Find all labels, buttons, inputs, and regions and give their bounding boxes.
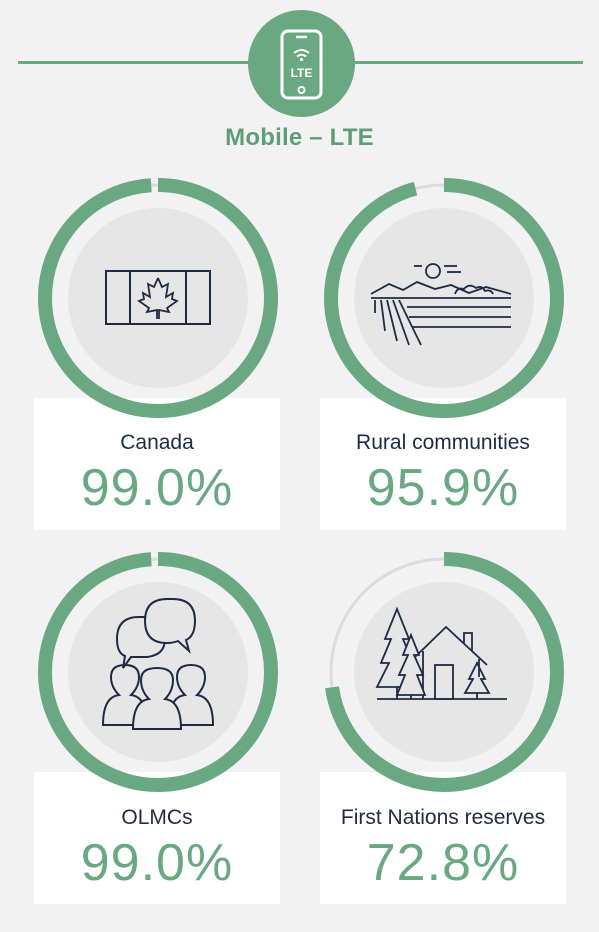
gauge-inner-circle (354, 582, 534, 762)
mobile-badge: LTE (248, 10, 355, 117)
stat-label: First Nations reserves (303, 806, 583, 830)
gauge-inner-circle (68, 208, 248, 388)
svg-text:LTE: LTE (291, 66, 313, 80)
header-line-right (346, 61, 583, 64)
gauge-rural (319, 173, 569, 423)
gauge-olmcs (33, 547, 283, 797)
stat-value: 99.0% (17, 458, 297, 518)
stat-label: OLMCs (17, 806, 297, 830)
mobile-phone-wifi-icon: LTE (248, 10, 355, 117)
stat-label: Canada (17, 431, 297, 455)
stat-value: 72.8% (303, 833, 583, 893)
stat-value: 99.0% (17, 833, 297, 893)
gauge-first-nations (319, 547, 569, 797)
page-title: Mobile – LTE (0, 124, 599, 152)
gauge-canada (33, 173, 283, 423)
header-line-left (18, 61, 258, 64)
stat-value: 95.9% (303, 458, 583, 518)
stat-label: Rural communities (303, 431, 583, 455)
